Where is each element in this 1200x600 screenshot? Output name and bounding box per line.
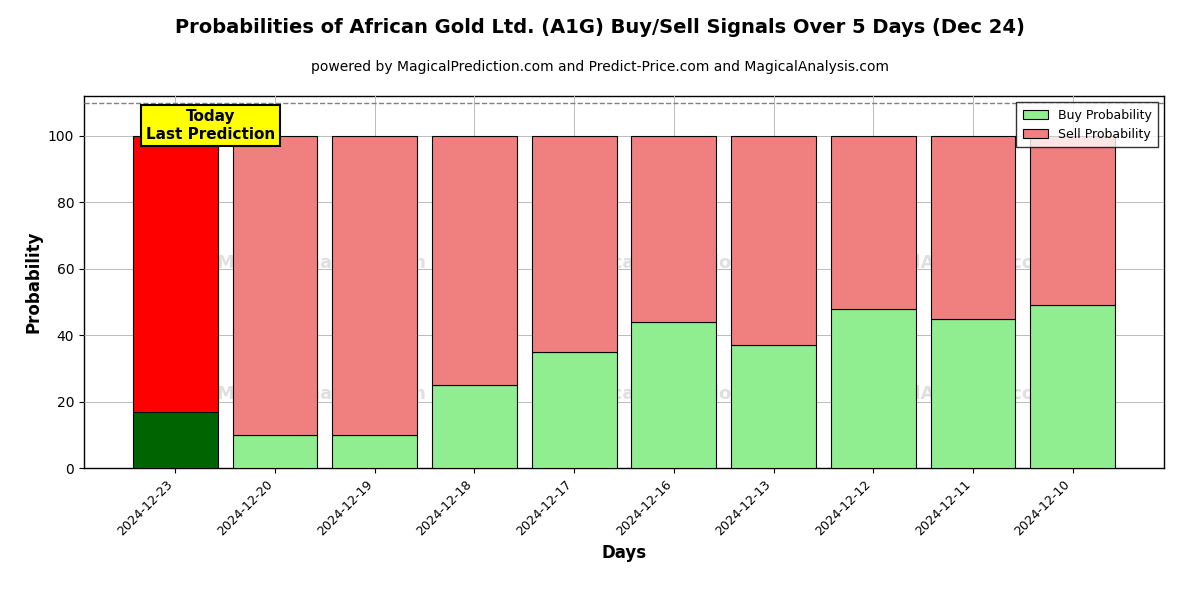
Text: MagicalAnalysis.com: MagicalAnalysis.com — [844, 254, 1052, 272]
Text: MagicalAnalysis.com: MagicalAnalysis.com — [217, 385, 426, 403]
Bar — [1030, 305, 1115, 468]
Bar — [133, 412, 218, 468]
Bar — [631, 322, 716, 468]
Text: MagicalPrediction.com: MagicalPrediction.com — [563, 385, 793, 403]
Text: MagicalPrediction.com: MagicalPrediction.com — [563, 254, 793, 272]
Text: powered by MagicalPrediction.com and Predict-Price.com and MagicalAnalysis.com: powered by MagicalPrediction.com and Pre… — [311, 60, 889, 74]
Legend: Buy Probability, Sell Probability: Buy Probability, Sell Probability — [1016, 102, 1158, 147]
Bar — [731, 345, 816, 468]
Bar — [532, 136, 617, 352]
Bar — [233, 435, 318, 468]
Bar — [332, 136, 418, 435]
Bar — [930, 136, 1015, 319]
Bar — [1030, 136, 1115, 305]
Bar — [233, 136, 318, 435]
Text: MagicalAnalysis.com: MagicalAnalysis.com — [844, 385, 1052, 403]
Text: Probabilities of African Gold Ltd. (A1G) Buy/Sell Signals Over 5 Days (Dec 24): Probabilities of African Gold Ltd. (A1G)… — [175, 18, 1025, 37]
Bar — [830, 308, 916, 468]
Text: Today
Last Prediction: Today Last Prediction — [145, 109, 275, 142]
Bar — [432, 136, 517, 385]
Bar — [332, 435, 418, 468]
Bar — [731, 136, 816, 345]
Y-axis label: Probability: Probability — [24, 231, 42, 333]
X-axis label: Days: Days — [601, 544, 647, 562]
Bar — [133, 136, 218, 412]
Bar — [930, 319, 1015, 468]
Bar — [631, 136, 716, 322]
Bar — [432, 385, 517, 468]
Bar — [532, 352, 617, 468]
Text: MagicalAnalysis.com: MagicalAnalysis.com — [217, 254, 426, 272]
Bar — [830, 136, 916, 308]
